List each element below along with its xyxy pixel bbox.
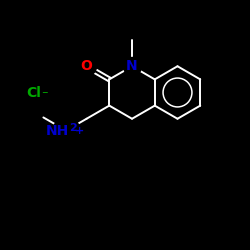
Text: O: O (81, 59, 92, 73)
Text: N: N (126, 59, 138, 73)
Text: Cl: Cl (26, 86, 41, 100)
Text: 2: 2 (69, 122, 77, 132)
Text: NH: NH (45, 124, 68, 138)
Text: +: + (75, 126, 84, 136)
Text: ⁻: ⁻ (41, 90, 48, 102)
